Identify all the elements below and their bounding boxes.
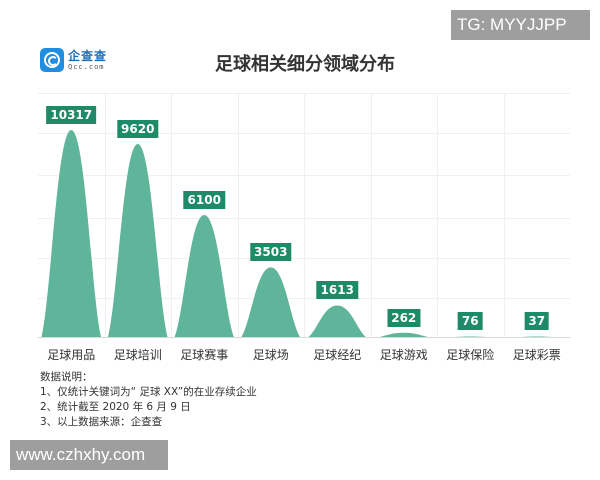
- bar-4: [240, 267, 301, 338]
- gridline-vertical: [105, 93, 106, 338]
- notes-heading: 数据说明：: [40, 371, 93, 383]
- value-label: 10317: [46, 106, 97, 124]
- bar-3: [174, 215, 235, 338]
- bars-layer: [41, 130, 567, 338]
- qcc-logo-icon: [40, 48, 64, 72]
- value-label: 76: [457, 312, 483, 330]
- category-label: 足球赛事: [180, 348, 229, 362]
- value-label: 1613: [316, 281, 358, 300]
- logo-en-text: Qcc.com: [68, 62, 105, 71]
- note-item: 2、统计截至 2020 年 6 月 9 日: [40, 401, 191, 413]
- logo-cn-text: 企查查: [68, 48, 108, 63]
- value-label: 6100: [183, 191, 225, 210]
- gridline-vertical: [238, 93, 239, 338]
- category-label: 足球游戏: [379, 348, 428, 362]
- x-axis-line: [38, 337, 570, 338]
- gridline-vertical: [171, 93, 172, 338]
- gridline-vertical: [371, 93, 372, 338]
- bar-5: [307, 305, 368, 338]
- value-label: 262: [387, 308, 421, 327]
- category-label: 足球场: [252, 348, 289, 362]
- category-label: 足球彩票: [512, 348, 561, 362]
- data-notes: 数据说明： 1、仅统计关键词为“ 足球 XX”的在业存续企业 2、统计截至 20…: [40, 370, 257, 430]
- bar-6: [373, 332, 434, 338]
- gridline-vertical: [304, 93, 305, 338]
- value-label: 9620: [117, 120, 159, 139]
- watermark-bottom: www.czhxhy.com: [10, 440, 168, 470]
- bar-1: [41, 130, 102, 338]
- gridline-vertical: [437, 93, 438, 338]
- category-label: 足球用品: [47, 348, 96, 362]
- watermark-top: TG: MYYJJPP: [451, 10, 590, 40]
- category-label: 足球保险: [446, 348, 495, 362]
- category-label: 足球经纪: [313, 348, 362, 362]
- chart-area: [38, 93, 570, 338]
- value-label: 3503: [250, 243, 292, 262]
- note-item: 1、仅统计关键词为“ 足球 XX”的在业存续企业: [40, 386, 257, 398]
- bar-2: [107, 144, 168, 338]
- value-label: 37: [524, 312, 550, 330]
- note-item: 3、以上数据来源：企查查: [40, 416, 163, 428]
- chart-title: 足球相关细分领域分布: [215, 54, 395, 75]
- qcc-logo: 企查查 Qcc.com: [40, 48, 107, 72]
- category-label: 足球培训: [113, 348, 162, 362]
- gridline-vertical: [504, 93, 505, 338]
